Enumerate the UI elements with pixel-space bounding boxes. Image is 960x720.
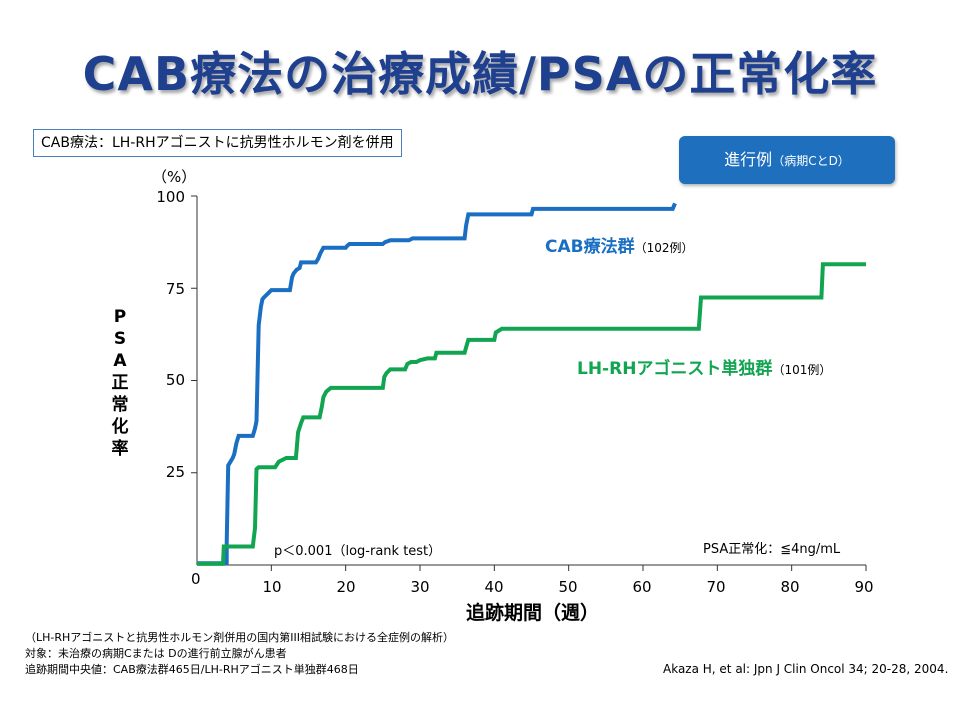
footnote-2: 対象：未治療の病期Cまたは Dの進行前立腺がん患者 xyxy=(25,647,287,660)
y-tick-label: 100 xyxy=(156,188,185,206)
series-line-lhrh xyxy=(197,262,866,566)
origin-label: 0 xyxy=(191,570,201,588)
y-tick-label: 50 xyxy=(165,371,185,389)
x-tick-label: 20 xyxy=(336,578,356,596)
series-name-cab: CAB療法群 xyxy=(545,237,635,257)
y-axis-unit: （%） xyxy=(152,168,197,186)
series-label-cab: CAB療法群（102例） xyxy=(545,232,694,257)
footnote-3: 追跡期間中央値：CAB療法群465日/LH-RHアゴニスト単独群468日 xyxy=(25,663,359,676)
footnote-1: （LH-RHアゴニストと抗男性ホルモン剤併用の国内第III相試験における全症例の… xyxy=(25,631,455,644)
x-tick-label: 80 xyxy=(780,578,800,596)
definition-box: CAB療法：LH-RHアゴニストに抗男性ホルモン剤を併用 xyxy=(33,129,402,157)
normalization-criterion: PSA正常化：≦4ng/mL xyxy=(703,542,841,557)
stage-button-sub: （病期CとD） xyxy=(772,154,850,168)
series-line-cab xyxy=(197,202,677,566)
citation: Akaza H, et al: Jpn J Clin Oncol 34; 20-… xyxy=(663,662,949,676)
x-tick-label: 50 xyxy=(558,578,578,596)
y-tick-label: 25 xyxy=(165,463,185,481)
slide-title: CAB療法の治療成績/PSAの正常化率 xyxy=(82,47,878,101)
series-n-lhrh: （101例） xyxy=(772,363,832,377)
y-tick-label: 75 xyxy=(165,280,185,298)
stage-button-main: 進行例 xyxy=(724,150,773,169)
y-axis-label: PSA正常化率 xyxy=(111,307,129,459)
x-axis-label: 追跡期間（週） xyxy=(466,602,600,624)
p-value-annotation: p＜0.001（log-rank test） xyxy=(274,544,442,559)
x-tick-label: 30 xyxy=(410,578,430,596)
x-tick-label: 60 xyxy=(632,578,652,596)
series-name-lhrh: LH-RHアゴニスト単独群 xyxy=(577,359,773,379)
series-n-cab: （102例） xyxy=(634,241,694,255)
x-tick-label: 10 xyxy=(262,578,282,596)
x-tick-label: 40 xyxy=(484,578,504,596)
x-tick-label: 90 xyxy=(854,578,874,596)
x-tick-label: 70 xyxy=(706,578,726,596)
series-label-lhrh: LH-RHアゴニスト単独群（101例） xyxy=(577,354,831,379)
stage-button[interactable]: 進行例（病期CとD） xyxy=(679,136,895,184)
